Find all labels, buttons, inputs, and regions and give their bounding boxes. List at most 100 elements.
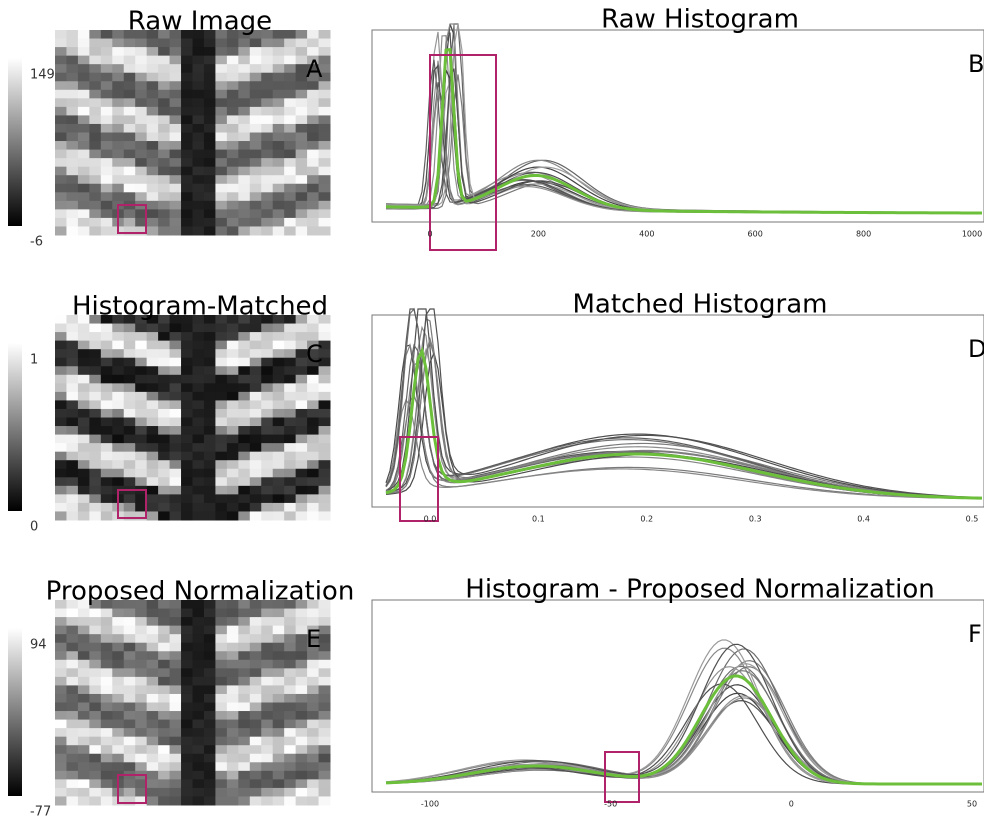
pixel (319, 39, 331, 48)
pixel (261, 643, 273, 652)
pixel (284, 141, 296, 150)
pixel (158, 324, 170, 333)
pixel (112, 64, 124, 73)
pixel (296, 426, 308, 435)
pixel (307, 400, 319, 409)
image-title: Raw Image (128, 7, 272, 37)
pixel (238, 762, 250, 771)
pixel (170, 209, 182, 218)
pixel (101, 745, 113, 754)
pixel (250, 609, 262, 618)
pixel (319, 477, 331, 486)
pixel (296, 30, 308, 39)
pixel (66, 226, 78, 235)
pixel (319, 192, 331, 201)
pixel (215, 634, 227, 643)
pixel (284, 392, 296, 401)
pixel (89, 469, 101, 478)
pixel (135, 720, 147, 729)
pixel (261, 469, 273, 478)
pixel (158, 73, 170, 82)
pixel (181, 796, 193, 805)
pixel (296, 762, 308, 771)
pixel (158, 133, 170, 142)
pixel (261, 626, 273, 635)
pixel (273, 124, 285, 133)
pixel (284, 30, 296, 39)
pixel (261, 366, 273, 375)
pixel (66, 73, 78, 82)
pixel (273, 392, 285, 401)
pixel (66, 409, 78, 418)
pixel (66, 133, 78, 142)
pixel (261, 660, 273, 669)
pixel (124, 745, 136, 754)
pixel (261, 486, 273, 495)
pixel (181, 81, 193, 90)
pixel (319, 703, 331, 712)
pixel (227, 711, 239, 720)
pixel (227, 358, 239, 367)
pixel (78, 634, 90, 643)
pixel (89, 39, 101, 48)
pixel (204, 141, 216, 150)
pixel (101, 685, 113, 694)
pixel (193, 184, 205, 193)
pixel (55, 720, 67, 729)
pixel (170, 771, 182, 780)
pixel (296, 494, 308, 503)
pixel (227, 486, 239, 495)
pixel (66, 609, 78, 618)
pixel (112, 711, 124, 720)
pixel (89, 56, 101, 65)
pixel (227, 150, 239, 159)
pixel (135, 400, 147, 409)
pixel (319, 443, 331, 452)
pixel (307, 486, 319, 495)
pixel (181, 366, 193, 375)
pixel (124, 107, 136, 116)
pixel (204, 460, 216, 469)
pixel (238, 643, 250, 652)
pixel (250, 703, 262, 712)
pixel (78, 617, 90, 626)
pixel (250, 634, 262, 643)
pixel (261, 685, 273, 694)
pixel (307, 175, 319, 184)
pixel (193, 167, 205, 176)
pixel (238, 39, 250, 48)
pixel (307, 609, 319, 618)
pixel (158, 375, 170, 384)
pixel (296, 115, 308, 124)
pixel (124, 626, 136, 635)
pixel (78, 349, 90, 358)
pixel (238, 324, 250, 333)
pixel (238, 392, 250, 401)
pixel (193, 107, 205, 116)
pixel (261, 762, 273, 771)
pixel (238, 409, 250, 418)
pixel (170, 469, 182, 478)
pixel (101, 158, 113, 167)
pixel (307, 184, 319, 193)
pixel (250, 64, 262, 73)
pixel (101, 609, 113, 618)
pixel (250, 150, 262, 159)
pixel (112, 435, 124, 444)
pixel (181, 609, 193, 618)
pixel (261, 98, 273, 107)
pixel (273, 469, 285, 478)
pixel (273, 720, 285, 729)
pixel (193, 158, 205, 167)
pixel (101, 494, 113, 503)
pixel (193, 209, 205, 218)
pixel (55, 694, 67, 703)
pixel (158, 779, 170, 788)
pixel (170, 694, 182, 703)
pixel (181, 107, 193, 116)
pixel (215, 141, 227, 150)
pixel (238, 651, 250, 660)
pixel (215, 90, 227, 99)
pixel (261, 609, 273, 618)
pixel (238, 469, 250, 478)
